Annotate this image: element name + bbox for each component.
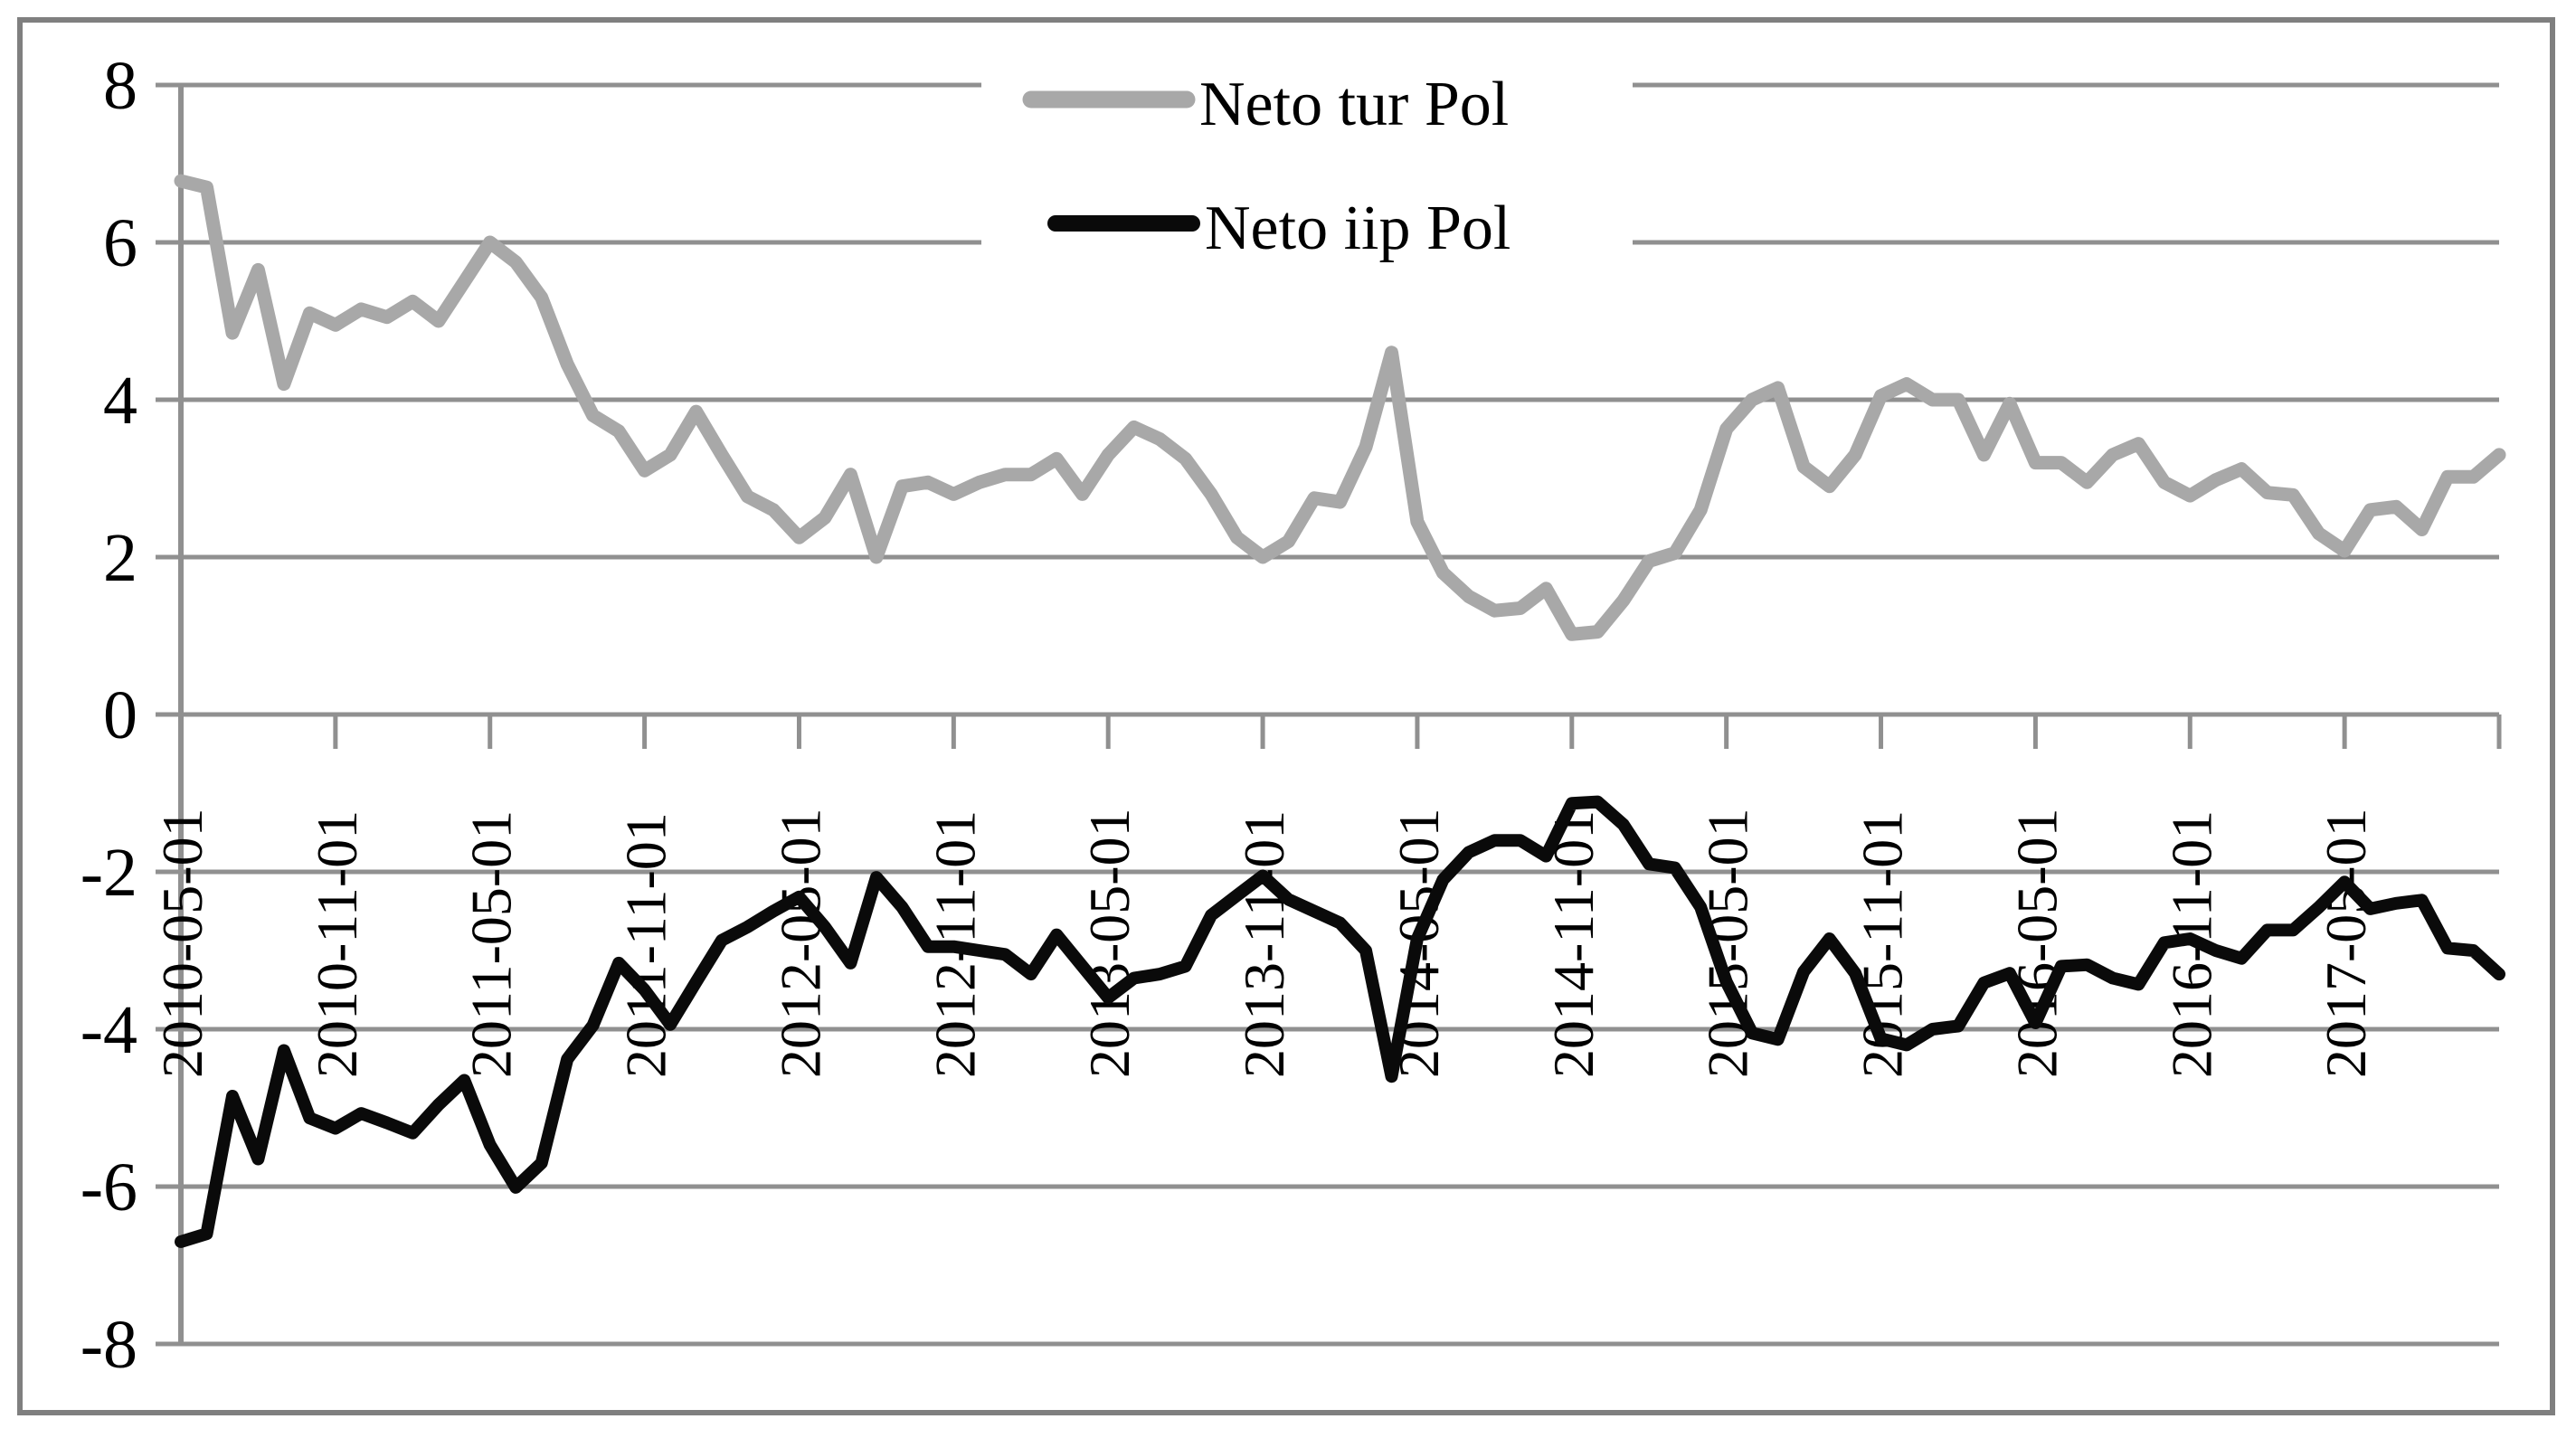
y-tick-label: -8 xyxy=(80,1307,137,1383)
x-tick-label: 2013-11-01 xyxy=(1232,810,1296,1078)
y-tick-label: 8 xyxy=(103,48,137,124)
x-tick-label: 2011-05-01 xyxy=(459,810,524,1078)
series-line-neto-iip-pol xyxy=(175,795,2505,1248)
chart-border xyxy=(17,17,2555,1415)
x-tick-label: 2013-05-01 xyxy=(1077,808,1141,1078)
y-tick-label: 2 xyxy=(103,520,137,596)
legend-background xyxy=(981,47,1633,273)
legend-label-neto-tur-pol: Neto tur Pol xyxy=(1199,70,1509,139)
y-tick-label: -2 xyxy=(80,835,137,911)
y-tick-label: 6 xyxy=(103,205,137,281)
x-tick-label: 2017-05-01 xyxy=(2314,808,2378,1078)
legend-label-neto-iip-pol: Neto iip Pol xyxy=(1205,194,1511,263)
x-tick-label: 2011-11-01 xyxy=(614,812,678,1078)
y-tick-label: -6 xyxy=(80,1149,137,1225)
x-tick-label: 2010-05-01 xyxy=(150,808,214,1078)
series-line-neto-tur-pol xyxy=(174,174,2506,641)
x-tick-label: 2010-11-01 xyxy=(305,810,369,1078)
x-tick-label: 2012-05-01 xyxy=(768,808,832,1078)
y-tick-label: 4 xyxy=(103,363,137,439)
y-tick-label: -4 xyxy=(80,992,137,1068)
x-tick-label: 2016-05-01 xyxy=(2004,808,2069,1078)
y-tick-label: 0 xyxy=(103,677,137,753)
